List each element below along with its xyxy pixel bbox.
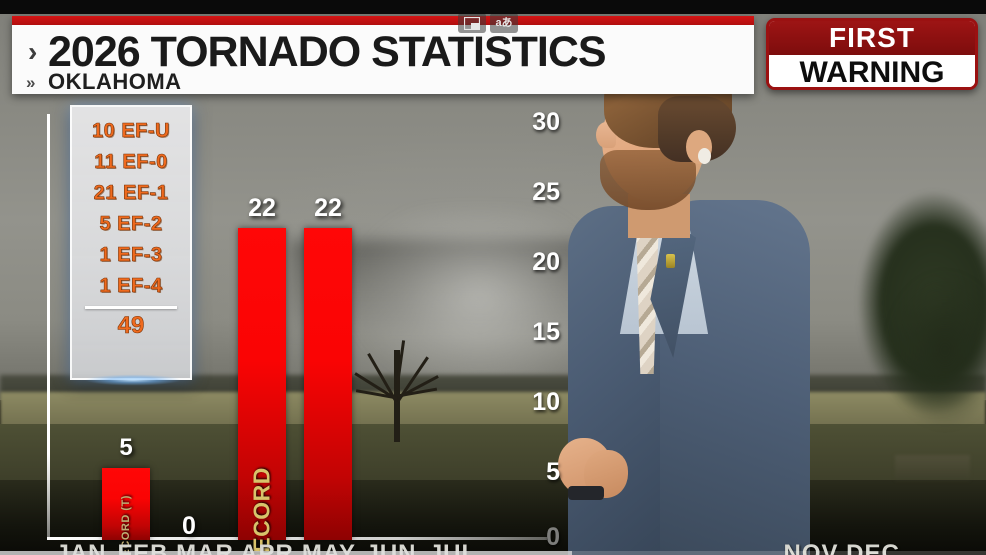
ef-scale-stats-box: 10 EF-U 11 EF-0 21 EF-1 5 EF-2 1 EF-3 1 …	[66, 105, 200, 386]
bar-apr[interactable]: 22	[304, 194, 352, 540]
video-progress-bar[interactable]	[0, 551, 986, 555]
video-progress-played	[0, 551, 572, 555]
bar-value-mar: 22	[248, 194, 276, 222]
bar-mar[interactable]: 22 RECORD	[238, 194, 286, 555]
y-tick-15: 15	[532, 318, 560, 346]
bar-group: 5 RECORD (T) 0 22 RECORD 22	[50, 100, 550, 555]
captions-button[interactable]: aあ	[490, 13, 518, 33]
page-title: 2026 TORNADO STATISTICS	[48, 28, 607, 76]
striped-tie	[636, 224, 659, 374]
ef-row-ef2: 5 EF-2	[99, 213, 163, 236]
month-label-dec: DEC	[846, 540, 900, 555]
y-tick-10: 10	[532, 388, 560, 416]
miniplayer-button[interactable]	[458, 13, 486, 33]
lapel-pin-icon	[666, 254, 675, 268]
meteorologist	[540, 18, 830, 555]
y-tick-30: 30	[532, 108, 560, 136]
logo-line-first: FIRST	[769, 21, 975, 55]
letterbox-top	[0, 0, 986, 14]
ef-row-ef3: 1 EF-3	[99, 244, 163, 267]
month-label-nov: NOV	[783, 540, 839, 555]
y-tick-25: 25	[532, 178, 560, 206]
y-tick-0: 0	[546, 523, 560, 551]
player-overlay-controls: aあ	[458, 12, 540, 34]
page-subtitle: OKLAHOMA	[48, 69, 182, 94]
lower-third-title-bar: › 2026 TORNADO STATISTICS » OKLAHOMA	[12, 16, 754, 94]
ef-row-efu: 10 EF-U	[92, 120, 170, 143]
bar-value-jan: 5	[119, 434, 133, 461]
ef-total-count: 49	[117, 312, 145, 340]
ef-row-ef1: 21 EF-1	[93, 182, 169, 205]
tornado-bar-chart: 30 25 20 15 10 5 0 5 RECORD (T) 0 22	[0, 100, 560, 555]
ef-row-ef0: 11 EF-0	[94, 151, 168, 174]
bare-tree-icon	[338, 290, 458, 442]
bar-jan[interactable]: 5 RECORD (T)	[102, 434, 150, 555]
x-axis-month-labels-right: NOV DEC	[780, 540, 904, 555]
chevron-double-right-icon: »	[26, 73, 36, 92]
y-tick-20: 20	[532, 248, 560, 276]
wristwatch-icon	[568, 486, 604, 500]
first-warning-logo: FIRST WARNING	[766, 18, 978, 90]
evergreen-tree-secondary-icon	[880, 250, 986, 450]
captions-icon: aあ	[495, 16, 513, 29]
logo-line-warning: WARNING	[769, 55, 975, 87]
title-accent-stripe	[12, 16, 754, 25]
ef-total-divider	[85, 306, 177, 309]
earpiece-icon	[698, 148, 711, 164]
miniplayer-icon	[464, 16, 480, 30]
bar-value-feb: 0	[182, 512, 196, 540]
y-tick-5: 5	[546, 458, 560, 486]
x-axis	[47, 537, 547, 540]
y-axis	[47, 114, 50, 539]
near-field	[0, 480, 986, 555]
ef-row-ef4: 1 EF-4	[99, 275, 163, 298]
fence	[895, 455, 970, 481]
bar-value-apr: 22	[314, 194, 342, 222]
chevron-right-icon: ›	[28, 36, 38, 67]
